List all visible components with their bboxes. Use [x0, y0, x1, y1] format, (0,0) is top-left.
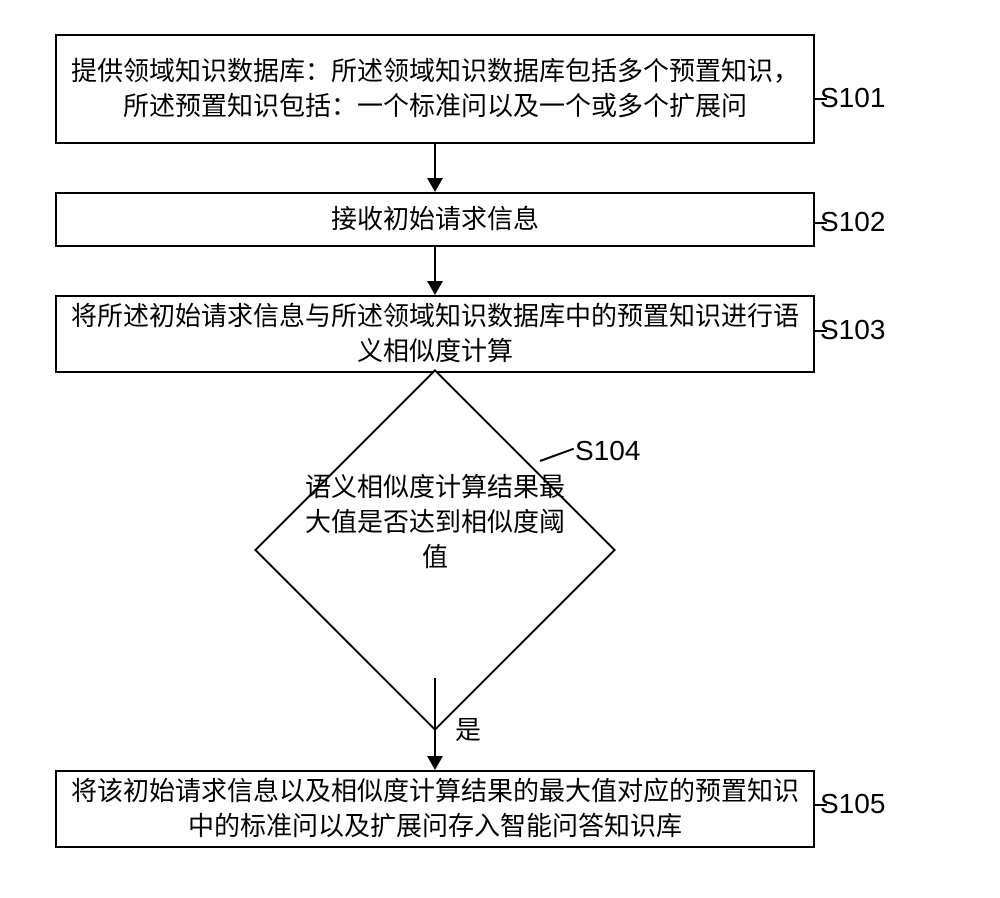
arrow-1-head [427, 178, 443, 192]
arrow-1-line [434, 144, 436, 180]
step-s102-text: 接收初始请求信息 [331, 202, 539, 237]
step-s104-label: S104 [575, 435, 640, 467]
step-s101-box: 提供领域知识数据库：所述领域知识数据库包括多个预置知识，所述预置知识包括：一个标… [55, 34, 815, 144]
step-s101-label: S101 [820, 82, 885, 114]
arrow-4-head [427, 756, 443, 770]
step-s105-label: S105 [820, 788, 885, 820]
s104-label-connector [540, 448, 575, 462]
step-s101-text: 提供领域知识数据库：所述领域知识数据库包括多个预置知识，所述预置知识包括：一个标… [69, 54, 801, 124]
step-s105-box: 将该初始请求信息以及相似度计算结果的最大值对应的预置知识中的标准问以及扩展问存入… [55, 770, 815, 848]
step-s103-label: S103 [820, 314, 885, 346]
s102-label-connector [815, 222, 827, 224]
step-s104-diamond [254, 369, 616, 731]
step-s105-text: 将该初始请求信息以及相似度计算结果的最大值对应的预置知识中的标准问以及扩展问存入… [69, 774, 801, 844]
arrow-2-line [434, 247, 436, 283]
step-s102-label: S102 [820, 206, 885, 238]
arrow-4-line [434, 678, 436, 758]
s103-label-connector [815, 330, 827, 332]
arrow-2-head [427, 281, 443, 295]
step-s103-box: 将所述初始请求信息与所述领域知识数据库中的预置知识进行语义相似度计算 [55, 295, 815, 373]
s105-label-connector [815, 804, 827, 806]
edge-yes-label: 是 [455, 710, 481, 747]
step-s103-text: 将所述初始请求信息与所述领域知识数据库中的预置知识进行语义相似度计算 [69, 299, 801, 369]
step-s102-box: 接收初始请求信息 [55, 192, 815, 247]
s101-label-connector [815, 98, 827, 100]
flowchart-canvas: 提供领域知识数据库：所述领域知识数据库包括多个预置知识，所述预置知识包括：一个标… [0, 0, 1000, 898]
